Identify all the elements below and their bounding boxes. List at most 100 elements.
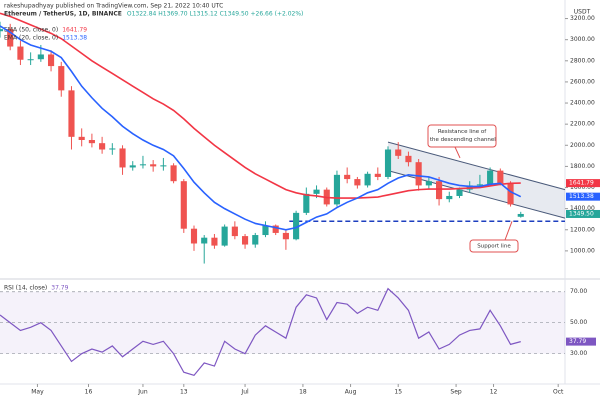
y-tick-label: 3000.00 — [570, 36, 595, 43]
candle-body — [99, 143, 106, 150]
candle-body — [354, 179, 361, 186]
y-tick-label: 2000.00 — [570, 142, 595, 149]
ema-value-label: 1513.38 — [569, 193, 594, 200]
channel-line — [387, 141, 566, 191]
candle-body — [374, 173, 381, 177]
candle-body — [446, 195, 453, 200]
ohlc-readout: O1322.84 H1369.70 L1315.12 C1349.50 +26.… — [127, 11, 304, 18]
x-tick-label: Sep — [450, 389, 462, 396]
candle-body — [425, 181, 432, 186]
candle-body — [405, 155, 412, 163]
candle-body — [47, 54, 55, 67]
candle-body — [415, 162, 422, 186]
candle-body — [180, 181, 187, 229]
candle-body — [364, 173, 371, 186]
ema-line — [0, 12, 521, 199]
candle-body — [436, 181, 443, 200]
candle-body — [241, 236, 249, 245]
annotation-box — [469, 239, 519, 253]
candle-body — [17, 46, 24, 60]
y-tick-label: 1800.00 — [570, 163, 595, 170]
y-tick-label: 2200.00 — [570, 121, 595, 128]
x-tick-label: Jun — [137, 389, 148, 396]
candle-body — [517, 213, 524, 217]
candle-body — [0, 29, 4, 32]
x-tick-label: May — [31, 389, 44, 396]
candle-body — [272, 225, 279, 233]
candle-body — [252, 235, 259, 245]
candle-body — [262, 225, 269, 236]
currency-label: USDT — [574, 9, 591, 16]
candle-body — [68, 90, 75, 137]
legend-name: EMA (50, close, 0) — [4, 27, 58, 34]
legend-value: 1641.79 — [62, 27, 87, 34]
y-tick-label: 2600.00 — [570, 78, 595, 85]
candle-body — [333, 174, 341, 205]
channel-area — [388, 142, 565, 219]
candle-body — [78, 136, 85, 140]
annotation: Support line — [469, 221, 519, 253]
candle-body — [88, 140, 95, 144]
annotation: Resistance line of the descending channe… — [427, 124, 497, 159]
y-tick-label: 50.00 — [570, 319, 587, 326]
candle-body — [313, 189, 320, 194]
annotation-pointer — [454, 146, 461, 159]
y-tick-label: 1200.00 — [570, 226, 595, 233]
candle-body — [201, 237, 208, 244]
source-note: rakeshupadhyay published on TradingView.… — [4, 3, 223, 10]
candle-body — [293, 212, 300, 240]
candle-body — [109, 148, 116, 150]
y-tick-label: 1600.00 — [570, 184, 595, 191]
y-tick-label: 2400.00 — [570, 100, 595, 107]
annotation-text: Resistance line of the descending channe… — [428, 129, 496, 143]
x-tick-label: Aug — [345, 389, 357, 396]
candle-body — [456, 189, 463, 196]
candle-body — [384, 149, 392, 177]
candle-body — [476, 184, 483, 186]
candle-body — [221, 226, 228, 246]
legend-name: RSI (14, close) — [4, 285, 47, 292]
y-tick-label: 1000.00 — [570, 247, 595, 254]
rsi-value-label: 37.79 — [569, 338, 586, 345]
candle-body — [170, 165, 177, 182]
candle-body — [507, 183, 514, 205]
candle-body — [211, 237, 218, 246]
annotation-pointer — [504, 221, 513, 241]
candle-body — [303, 193, 310, 213]
ema-line — [0, 25, 522, 231]
candle-body — [150, 164, 157, 167]
x-tick-label: 12 — [490, 389, 498, 396]
legend-value: 37.79 — [51, 285, 68, 292]
candle-body — [58, 66, 65, 91]
y-tick-label: 2800.00 — [570, 57, 595, 64]
candle-body — [231, 226, 238, 237]
annotation-box — [427, 124, 497, 148]
x-tick-label: 18 — [299, 389, 307, 396]
chart-title: Ethereum / TetherUS, 1D, BINANCE — [4, 11, 122, 18]
y-tick-label: 3200.00 — [570, 15, 595, 22]
ema-value-label: 1641.79 — [569, 180, 594, 187]
y-tick-label: 1400.00 — [570, 205, 595, 212]
candle-body — [282, 232, 289, 240]
candle-body — [37, 54, 44, 60]
legend-name: EMA (20, close, 0) — [4, 35, 58, 42]
candle-body — [7, 29, 14, 47]
candle-body — [119, 148, 126, 168]
candle-body — [129, 165, 136, 168]
y-tick-label: 70.00 — [570, 288, 587, 295]
y-tick-label: 30.00 — [570, 350, 587, 357]
candle-body — [487, 170, 494, 185]
x-tick-label: 16 — [85, 389, 93, 396]
rsi-line — [0, 287, 521, 377]
annotation-text: Support line — [477, 244, 511, 250]
candle-body — [139, 164, 147, 166]
x-tick-label: Jul — [240, 389, 249, 396]
candle-body — [344, 174, 351, 180]
price-label: 1349.50 — [569, 210, 594, 217]
price-box — [566, 209, 600, 218]
rsi-value-box — [566, 337, 596, 346]
ema-value-box — [566, 192, 600, 201]
ema-value-box — [566, 179, 600, 188]
candle-body — [497, 170, 504, 184]
